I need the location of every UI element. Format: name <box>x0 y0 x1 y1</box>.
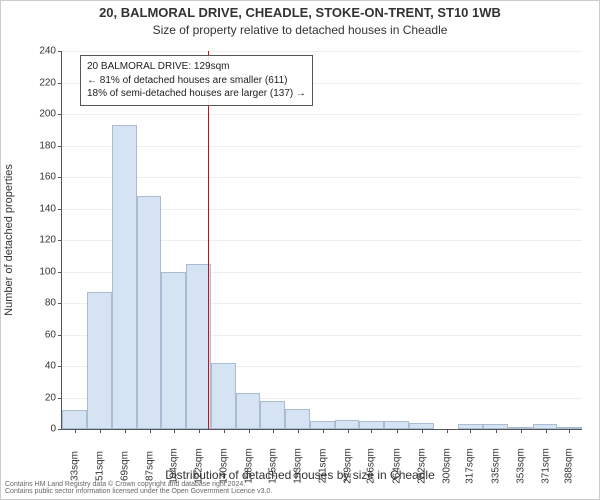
chart-container: 20, BALMORAL DRIVE, CHEADLE, STOKE-ON-TR… <box>0 0 600 500</box>
x-tick-mark <box>470 429 471 433</box>
chart-title-line1: 20, BALMORAL DRIVE, CHEADLE, STOKE-ON-TR… <box>1 5 599 20</box>
histogram-bar <box>87 292 112 429</box>
y-tick-mark <box>58 303 62 304</box>
histogram-bar <box>359 421 384 429</box>
gridline <box>62 146 582 147</box>
y-tick-mark <box>58 51 62 52</box>
chart-title-line2: Size of property relative to detached ho… <box>1 23 599 37</box>
annotation-line3: 18% of semi-detached houses are larger (… <box>87 87 306 101</box>
y-tick-mark <box>58 240 62 241</box>
reference-line <box>208 51 209 429</box>
histogram-bar <box>137 196 161 429</box>
x-tick-mark <box>397 429 398 433</box>
gridline <box>62 177 582 178</box>
gridline <box>62 114 582 115</box>
x-tick-mark <box>224 429 225 433</box>
x-tick-mark <box>125 429 126 433</box>
histogram-bar <box>335 420 359 429</box>
histogram-bar <box>236 393 260 429</box>
histogram-bar <box>62 410 87 429</box>
y-axis-label: Number of detached properties <box>3 164 15 316</box>
x-tick-mark <box>298 429 299 433</box>
histogram-bar <box>211 363 236 429</box>
histogram-bar <box>285 409 310 429</box>
y-tick-mark <box>58 83 62 84</box>
x-tick-mark <box>323 429 324 433</box>
y-tick-label: 40 <box>26 361 56 372</box>
y-tick-mark <box>58 335 62 336</box>
y-tick-label: 140 <box>26 203 56 214</box>
y-tick-mark <box>58 146 62 147</box>
x-tick-mark <box>371 429 372 433</box>
annotation-box: 20 BALMORAL DRIVE: 129sqm ← 81% of detac… <box>80 55 313 106</box>
y-tick-label: 200 <box>26 109 56 120</box>
x-tick-mark <box>199 429 200 433</box>
attribution-text: Contains HM Land Registry data © Crown c… <box>5 481 597 496</box>
y-tick-label: 240 <box>26 46 56 57</box>
histogram-bar <box>260 401 285 429</box>
histogram-bar <box>384 421 409 429</box>
x-tick-mark <box>569 429 570 433</box>
y-tick-label: 80 <box>26 298 56 309</box>
y-tick-mark <box>58 114 62 115</box>
y-tick-mark <box>58 429 62 430</box>
x-tick-mark <box>348 429 349 433</box>
y-tick-mark <box>58 209 62 210</box>
histogram-bar <box>112 125 137 429</box>
x-tick-mark <box>100 429 101 433</box>
histogram-bar <box>161 272 186 430</box>
y-tick-label: 180 <box>26 140 56 151</box>
x-tick-mark <box>546 429 547 433</box>
y-tick-label: 120 <box>26 235 56 246</box>
x-tick-mark <box>496 429 497 433</box>
y-tick-label: 160 <box>26 172 56 183</box>
x-tick-mark <box>249 429 250 433</box>
x-tick-mark <box>422 429 423 433</box>
gridline <box>62 51 582 52</box>
annotation-line2: ← 81% of detached houses are smaller (61… <box>87 74 306 88</box>
y-tick-label: 100 <box>26 266 56 277</box>
y-tick-mark <box>58 272 62 273</box>
x-tick-mark <box>273 429 274 433</box>
y-tick-mark <box>58 177 62 178</box>
y-tick-label: 20 <box>26 392 56 403</box>
y-tick-label: 60 <box>26 329 56 340</box>
y-tick-mark <box>58 366 62 367</box>
x-tick-mark <box>447 429 448 433</box>
annotation-line1: 20 BALMORAL DRIVE: 129sqm <box>87 60 306 74</box>
y-tick-label: 0 <box>26 424 56 435</box>
y-tick-mark <box>58 398 62 399</box>
histogram-bar <box>310 421 335 429</box>
x-tick-mark <box>521 429 522 433</box>
y-tick-label: 220 <box>26 77 56 88</box>
plot-area: 20 BALMORAL DRIVE: 129sqm ← 81% of detac… <box>61 51 582 430</box>
x-tick-mark <box>174 429 175 433</box>
x-tick-mark <box>150 429 151 433</box>
x-tick-mark <box>75 429 76 433</box>
